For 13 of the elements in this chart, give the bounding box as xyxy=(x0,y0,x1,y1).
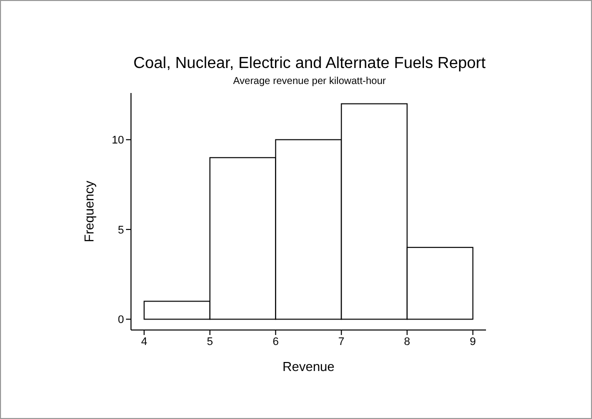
x-tick-label: 5 xyxy=(206,336,213,348)
chart-title: Coal, Nuclear, Electric and Alternate Fuels Report xyxy=(132,55,487,73)
y-axis-title: Frequency xyxy=(82,180,97,242)
x-tick-label: 7 xyxy=(338,336,344,348)
y-tick-label: 0 xyxy=(118,314,124,326)
x-tick-label: 6 xyxy=(272,336,279,348)
x-tick-label: 9 xyxy=(470,336,476,348)
y-tick-label: 10 xyxy=(112,134,124,147)
x-tick-label: 4 xyxy=(141,336,148,348)
x-tick-label: 8 xyxy=(404,336,410,348)
x-axis-title: Revenue xyxy=(282,359,335,374)
chart-subtitle: Average revenue per kilowatt-hour xyxy=(232,76,387,87)
y-tick-label: 5 xyxy=(118,224,124,236)
